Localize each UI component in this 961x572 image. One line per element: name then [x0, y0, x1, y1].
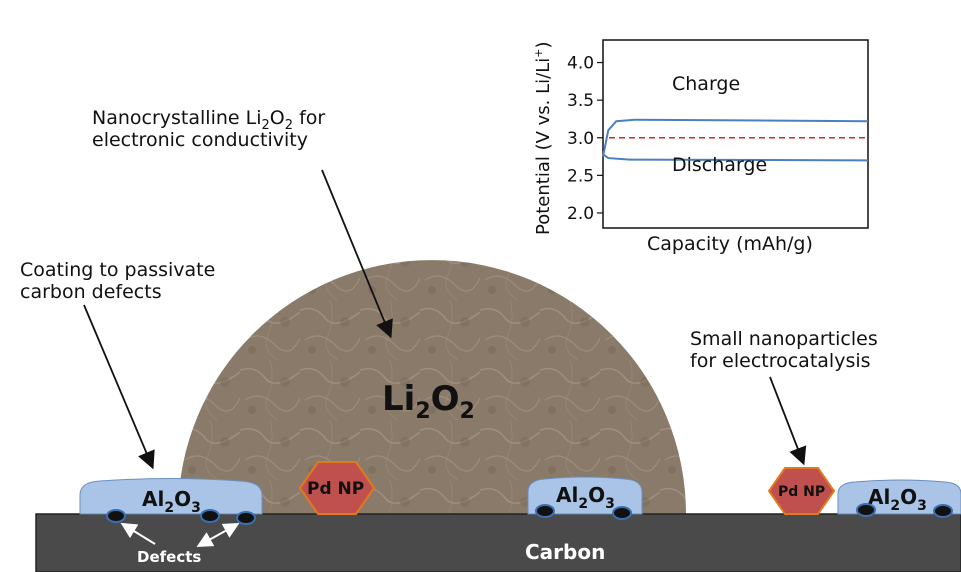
- li2o2-particle: [178, 260, 686, 514]
- y-tick-label: 4.0: [567, 54, 594, 74]
- coating-annotation-line1: Coating to passivate: [20, 259, 215, 281]
- small-np-annotation-line2: for electrocatalysis: [690, 350, 871, 372]
- y-axis-label: Potential (V vs. Li/Li+): [532, 42, 554, 235]
- potential-capacity-chart: 4.0 3.5 3.0 2.5 2.0 Charge Discharge Capacit…: [532, 39, 869, 255]
- svg-text:Pd NP: Pd NP: [778, 484, 825, 500]
- svg-text:Al2O3: Al2O3: [868, 485, 927, 514]
- coating-pointer: [83, 304, 155, 470]
- al2o3-coating-middle: Al2O3: [527, 476, 643, 515]
- y-tick-label: 2.5: [567, 166, 594, 186]
- series-line-charge: [602, 118, 869, 157]
- small-np-annotation-line1: Small nanoparticles: [690, 328, 878, 350]
- series-line-discharge: [602, 153, 869, 162]
- pd-nanoparticle-right: Pd NP: [767, 467, 836, 515]
- coating-annotation-line2: carbon defects: [20, 281, 162, 303]
- series-label-discharge: Discharge: [672, 154, 767, 176]
- y-tick-label: 2.0: [567, 204, 594, 224]
- svg-text:Pd NP: Pd NP: [307, 479, 364, 499]
- svg-text:Al2O3: Al2O3: [142, 487, 201, 516]
- nanocrystalline-annotation-line2: electronic conductivity: [92, 129, 308, 151]
- li2o2-label: Li2O2: [382, 379, 475, 424]
- small-np-pointer: [769, 376, 807, 466]
- y-tick-label: 3.0: [567, 129, 594, 149]
- carbon-label: Carbon: [525, 540, 605, 564]
- chart-plot-area: [602, 39, 869, 229]
- pd-nanoparticle-left: Pd NP: [298, 461, 376, 515]
- nanocrystalline-pointer: [321, 169, 393, 339]
- series-label-charge: Charge: [672, 73, 740, 95]
- svg-text:Al2O3: Al2O3: [556, 483, 615, 512]
- x-axis-label: Capacity (mAh/g): [647, 233, 813, 255]
- al2o3-coating-left: Al2O3: [79, 478, 263, 516]
- defects-label: Defects: [137, 548, 201, 566]
- defects-arrow-left: [120, 522, 156, 545]
- carbon-substrate: [35, 513, 961, 572]
- nanocrystalline-annotation-line1: Nanocrystalline Li2O2 for: [92, 107, 325, 133]
- defect-blobs: [106, 503, 953, 525]
- y-tick-label: 3.5: [567, 91, 594, 111]
- defects-arrow-right: [196, 523, 240, 547]
